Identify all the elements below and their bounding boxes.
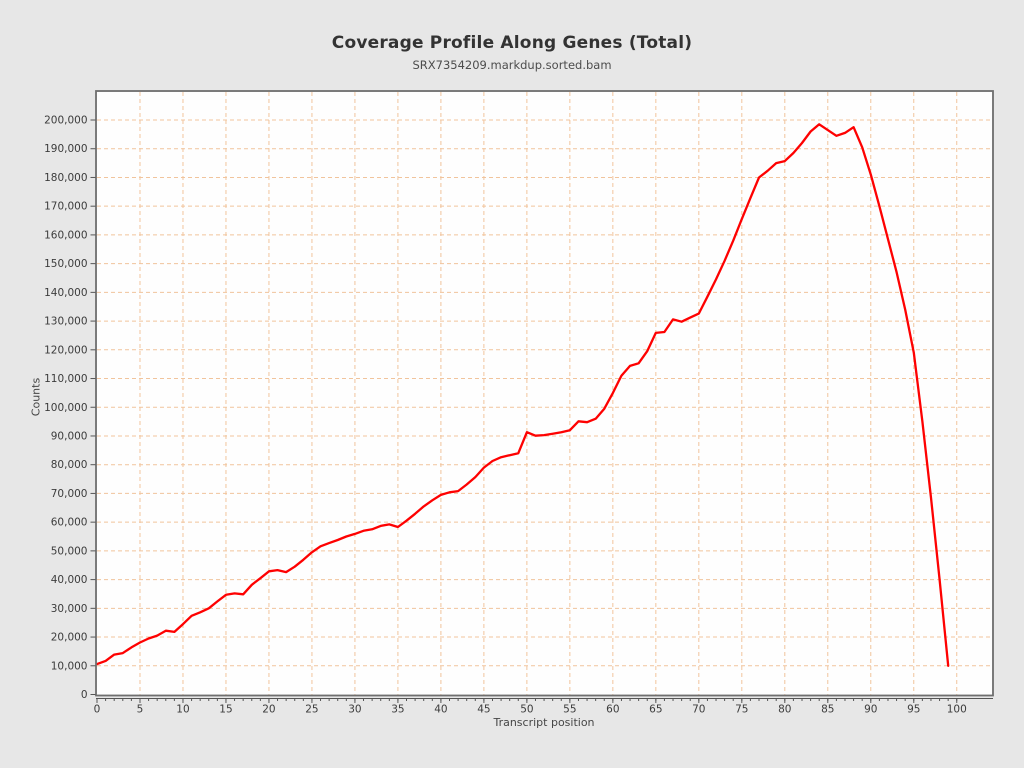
y-tick-label: 10,000 [51, 660, 88, 672]
x-tick-label: 5 [137, 704, 144, 716]
y-tick-label: 0 [81, 689, 88, 701]
y-tick-label: 140,000 [44, 287, 87, 299]
chart-title: Coverage Profile Along Genes (Total) [331, 33, 693, 53]
y-tick-label: 170,000 [44, 201, 87, 213]
x-axis-label: Transcript position [493, 716, 595, 729]
x-tick-label: 20 [262, 704, 275, 716]
coverage-line [95, 123, 950, 667]
y-tick-label: 30,000 [51, 603, 88, 615]
y-tick-label: 110,000 [44, 373, 87, 385]
x-tick-label: 90 [864, 704, 877, 716]
y-tick-label: 150,000 [44, 258, 87, 270]
y-axis-label: Counts [29, 377, 43, 417]
x-tick-label: 55 [563, 704, 576, 716]
x-tick-label: 0 [94, 704, 101, 716]
x-tick-label: 35 [391, 704, 404, 716]
x-tick-label: 65 [649, 704, 662, 716]
x-tick-label: 75 [735, 704, 748, 716]
plot-border [95, 90, 994, 697]
x-tick-label: 80 [778, 704, 791, 716]
y-tick-label: 100,000 [44, 402, 87, 414]
x-tick-label: 25 [305, 704, 318, 716]
x-tick-label: 30 [348, 704, 361, 716]
y-tick-label: 120,000 [44, 344, 87, 356]
y-tick-label: 90,000 [51, 430, 88, 442]
chart-subtitle: SRX7354209.markdup.sorted.bam [412, 58, 612, 72]
x-tick-label: 45 [477, 704, 490, 716]
y-tick-label: 200,000 [44, 115, 87, 127]
y-tick-label: 80,000 [51, 459, 88, 471]
y-tick-label: 60,000 [51, 517, 88, 529]
x-tick-label: 60 [606, 704, 619, 716]
x-tick-label: 50 [520, 704, 533, 716]
y-tick-label: 70,000 [51, 488, 88, 500]
x-tick-label: 85 [821, 704, 834, 716]
x-tick-label: 100 [947, 704, 967, 716]
x-tick-label: 70 [692, 704, 705, 716]
y-tick-label: 20,000 [51, 632, 88, 644]
x-tick-label: 40 [434, 704, 447, 716]
x-tick-label: 95 [907, 704, 920, 716]
x-tick-label: 15 [219, 704, 232, 716]
y-tick-label: 180,000 [44, 172, 87, 184]
y-tick-label: 190,000 [44, 143, 87, 155]
y-tick-label: 50,000 [51, 545, 88, 557]
plot-background [97, 92, 992, 695]
y-tick-label: 40,000 [51, 574, 88, 586]
y-tick-label: 160,000 [44, 229, 87, 241]
x-tick-label: 10 [176, 704, 189, 716]
y-tick-label: 130,000 [44, 316, 87, 328]
